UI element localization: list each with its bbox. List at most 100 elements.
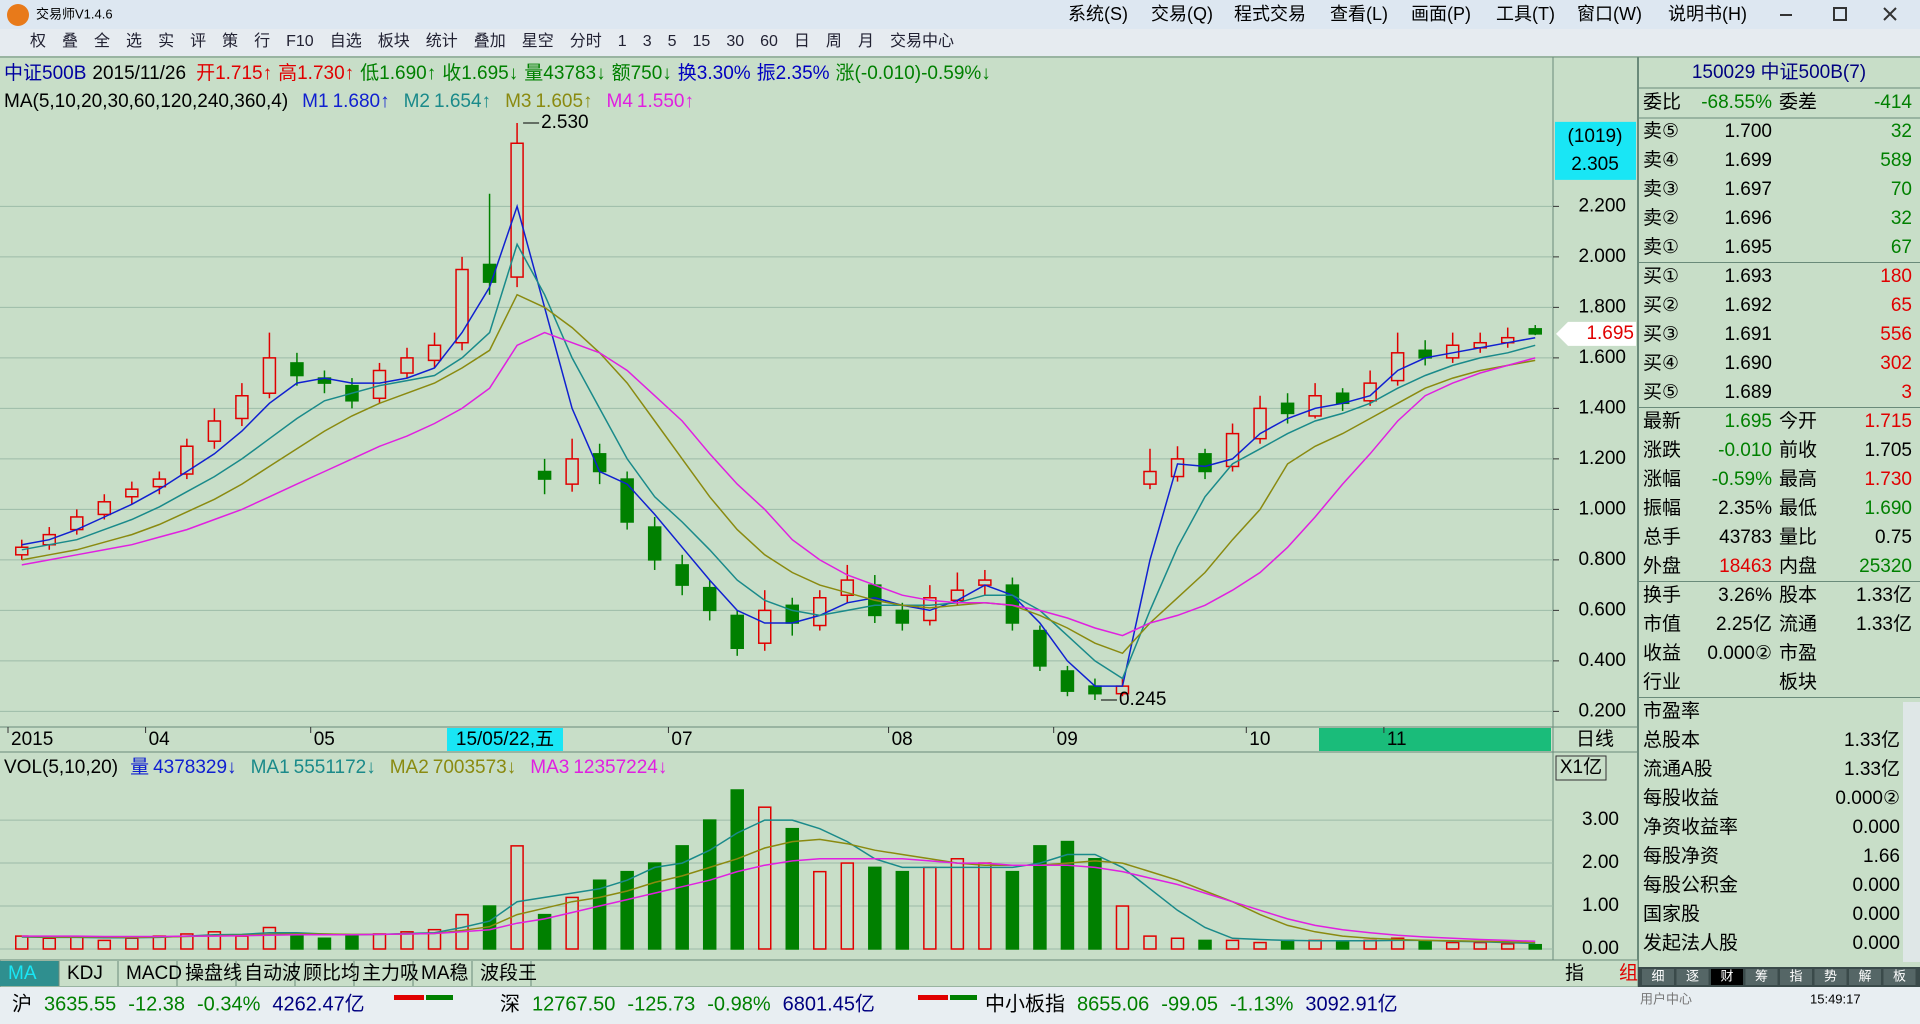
y-tick-label: 2.00 (1582, 852, 1619, 873)
toolbar-button[interactable]: 评 (190, 32, 206, 50)
toolbar-button[interactable]: 全 (94, 32, 110, 50)
panel-tab[interactable] (1642, 969, 1674, 985)
panel-tab[interactable] (1849, 969, 1881, 985)
status-item: -125.73 (627, 993, 695, 1015)
panel-tab[interactable] (1676, 969, 1709, 985)
indicator-tab[interactable]: MACD (126, 963, 182, 984)
volume-bar (1500, 943, 1515, 950)
scrollbar[interactable] (1903, 702, 1920, 962)
indicator-tab[interactable]: MA (8, 963, 37, 984)
volume-bar (42, 937, 57, 950)
y-tick-label: 1.00 (1582, 895, 1619, 916)
field-label: 委差 (1779, 91, 1817, 113)
field-label: 市值 (1643, 613, 1681, 635)
tab-button[interactable]: 组 (1619, 962, 1638, 984)
toolbar-button[interactable]: 分时 (570, 32, 602, 50)
volume-bar (895, 870, 910, 950)
order-volume: 65 (1891, 295, 1912, 316)
panel-tab-label[interactable]: 板 (1893, 968, 1906, 983)
y-tick-label: 2.000 (1578, 246, 1626, 267)
panel-tab[interactable] (1883, 969, 1916, 985)
period-highlight (1319, 728, 1551, 751)
panel-tab-label[interactable]: 细 (1651, 968, 1664, 983)
toolbar-button[interactable]: 交易中心 (890, 32, 954, 50)
panel-tab[interactable] (1711, 969, 1743, 985)
toolbar-button[interactable]: 统计 (426, 32, 458, 50)
candle-body (1280, 402, 1295, 415)
panel-tab-label[interactable]: 逐 (1686, 968, 1699, 983)
legend-name: M1 (302, 91, 328, 112)
order-level: 买③ (1643, 324, 1679, 345)
panel-tab[interactable] (1814, 969, 1847, 985)
toolbar-button[interactable]: 3 (643, 33, 652, 50)
ma-line (21, 331, 1536, 637)
app-logo (7, 4, 29, 26)
toolbar-button[interactable]: 叠 (62, 32, 78, 50)
menu-item[interactable]: 系统(S) (1068, 4, 1128, 24)
tab-button[interactable]: 指 (1565, 962, 1584, 984)
maximize[interactable] (1833, 7, 1847, 21)
field-value: 18463 (1719, 556, 1772, 577)
panel-tab-label[interactable]: 筹 (1755, 968, 1768, 983)
toolbar-button[interactable]: 策 (222, 32, 238, 50)
toolbar-button[interactable]: 权 (30, 32, 46, 50)
candle-body (1033, 629, 1047, 667)
menu-item[interactable]: 说明书(H) (1668, 4, 1747, 24)
close[interactable] (1883, 7, 1897, 21)
toolbar-button[interactable]: 30 (726, 33, 744, 50)
volume-bar (1473, 941, 1487, 950)
indicator-tab[interactable]: MA稳 (421, 962, 469, 984)
menu-item[interactable]: 程式交易 (1234, 4, 1306, 24)
menu-item[interactable]: 窗口(W) (1577, 4, 1642, 24)
user-center[interactable]: 用户中心 (1640, 991, 1692, 1006)
field-value: 1.705 (1864, 440, 1912, 461)
volume-bar (1115, 905, 1130, 950)
menu-item[interactable]: 工具(T) (1496, 4, 1555, 24)
quote-item: 高1.730↑ (278, 62, 354, 84)
panel-tab-label[interactable]: 指 (1789, 968, 1802, 983)
toolbar-button[interactable]: 行 (254, 32, 270, 50)
menu-item[interactable]: 画面(P) (1411, 4, 1471, 24)
order-level: 卖④ (1643, 149, 1679, 171)
menu-item[interactable]: 查看(L) (1330, 4, 1388, 24)
panel-tab-label[interactable]: 解 (1858, 968, 1871, 983)
toolbar-button[interactable]: F10 (286, 33, 314, 50)
candle-body (1060, 670, 1075, 692)
candle-body (813, 597, 827, 627)
window-buttons[interactable] (1780, 7, 1897, 21)
last-price: 1.695 (1586, 323, 1634, 344)
toolbar-button[interactable]: 日 (794, 33, 810, 50)
toolbar-button[interactable]: 月 (858, 33, 874, 50)
indicator-tab[interactable]: 自动波 (244, 962, 301, 984)
indicator-tab[interactable]: KDJ (67, 963, 103, 984)
toolbar-button[interactable]: 5 (668, 33, 677, 50)
toolbar-button[interactable]: 叠加 (474, 32, 506, 50)
candle-body (620, 478, 634, 523)
toolbar-button[interactable]: 15 (693, 33, 711, 50)
panel-tab[interactable] (1745, 969, 1778, 985)
order-price: 1.693 (1724, 266, 1772, 287)
field-label: 发起法人股 (1643, 932, 1738, 954)
menu-item[interactable]: 交易(Q) (1151, 4, 1213, 24)
indicator-tab[interactable]: 主力吸 (362, 962, 419, 984)
annotation: 0.245 (1119, 689, 1167, 710)
status-bar (0, 987, 1920, 1024)
toolbar-button[interactable]: 板块 (378, 32, 410, 50)
toolbar-button[interactable]: 星空 (522, 32, 554, 50)
panel-tab[interactable] (1780, 969, 1812, 985)
order-volume: 180 (1880, 266, 1912, 287)
toolbar-button[interactable]: 周 (826, 33, 842, 50)
toolbar-button[interactable]: 自选 (330, 32, 362, 50)
indicator-tab[interactable]: 操盘线 (185, 962, 242, 984)
toolbar-button[interactable]: 1 (618, 33, 627, 50)
panel-tab-label[interactable]: 财 (1720, 968, 1733, 983)
indicator-tab[interactable]: 顾比均 (303, 962, 360, 984)
indicator: MA(5,10,20,30,60,120,240,360,4) (4, 91, 288, 112)
toolbar-button[interactable]: 选 (126, 32, 142, 50)
toolbar-button[interactable]: 实 (158, 32, 174, 50)
candle-body (785, 604, 800, 624)
toolbar-button[interactable]: 60 (760, 33, 778, 50)
indicator-tab[interactable]: 波段王 (480, 962, 537, 984)
panel-tab-label[interactable]: 势 (1824, 968, 1837, 983)
